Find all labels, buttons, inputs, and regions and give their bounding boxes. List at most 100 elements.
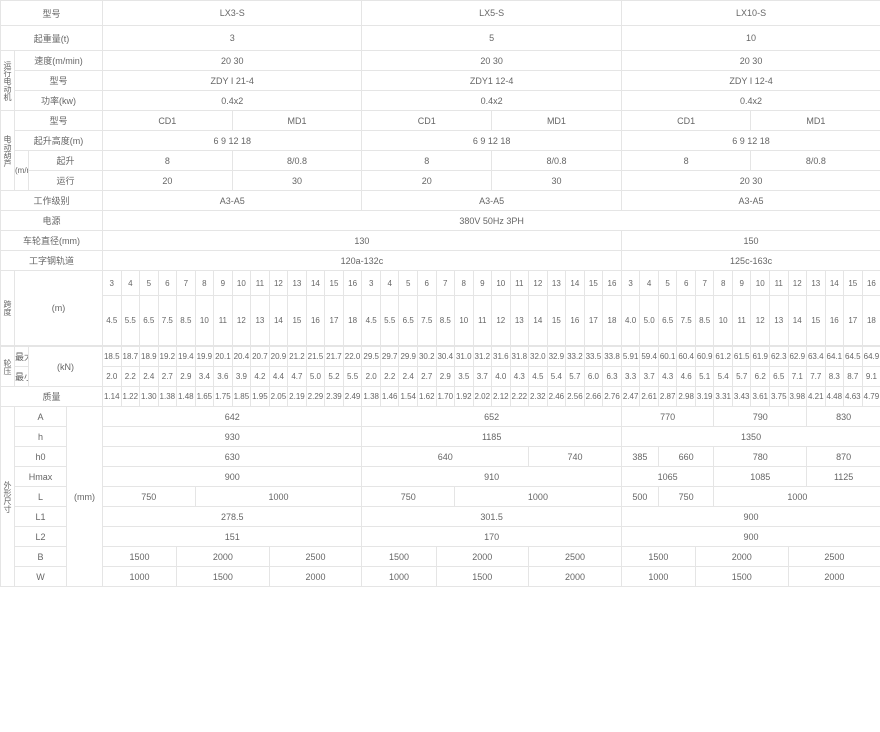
cell-wheelMax-21: 31.6 bbox=[492, 347, 511, 367]
cell-craneLen-37: 14 bbox=[788, 296, 807, 346]
span-hdr-37: 12 bbox=[788, 271, 807, 296]
cell-wheelMax-18: 30.4 bbox=[436, 347, 455, 367]
cell-wheelMin-17: 2.7 bbox=[417, 367, 436, 387]
cell-mass-20: 2.02 bbox=[473, 387, 492, 407]
cell-craneLen-23: 14 bbox=[529, 296, 548, 346]
cell-wheelMin-23: 4.5 bbox=[529, 367, 548, 387]
cell-craneLen-20: 11 bbox=[473, 296, 492, 346]
cell-wheelMax-7: 20.4 bbox=[232, 347, 251, 367]
span-hdr-18: 7 bbox=[436, 271, 455, 296]
span-hdr-39: 14 bbox=[825, 271, 844, 296]
cell-mass-5: 1.65 bbox=[195, 387, 214, 407]
label-model: 型号 bbox=[1, 1, 103, 26]
label-travel-motor: 运行电动机 bbox=[1, 51, 15, 111]
cell-craneLen-33: 10 bbox=[714, 296, 733, 346]
cell-mass-37: 3.98 bbox=[788, 387, 807, 407]
model-1: LX5-S bbox=[362, 1, 621, 26]
cell-wheelMin-21: 4.0 bbox=[492, 367, 511, 387]
span-hdr-38: 13 bbox=[807, 271, 826, 296]
cell-wheelMax-32: 60.9 bbox=[695, 347, 714, 367]
cell-craneLen-8: 13 bbox=[251, 296, 270, 346]
cell-wheelMin-18: 2.9 bbox=[436, 367, 455, 387]
label-capacity: 起重量(t) bbox=[1, 26, 103, 51]
cell-wheelMax-12: 21.7 bbox=[325, 347, 344, 367]
cell-wheelMax-4: 19.4 bbox=[177, 347, 196, 367]
span-hdr-30: 5 bbox=[658, 271, 677, 296]
cell-wheelMin-39: 8.3 bbox=[825, 367, 844, 387]
cell-wheelMax-40: 64.5 bbox=[844, 347, 863, 367]
cell-wheelMin-38: 7.7 bbox=[807, 367, 826, 387]
cell-wheelMax-15: 29.7 bbox=[380, 347, 399, 367]
span-hdr-12: 15 bbox=[325, 271, 344, 296]
cell-craneLen-38: 15 bbox=[807, 296, 826, 346]
cell-wheelMin-0: 2.0 bbox=[103, 367, 122, 387]
span-hdr-8: 11 bbox=[251, 271, 270, 296]
cell-craneLen-22: 13 bbox=[510, 296, 529, 346]
cell-wheelMax-29: 59.4 bbox=[640, 347, 659, 367]
cell-mass-13: 2.49 bbox=[343, 387, 362, 407]
cell-wheelMin-8: 4.2 bbox=[251, 367, 270, 387]
cell-wheelMax-2: 18.9 bbox=[140, 347, 159, 367]
cell-wheelMax-36: 62.3 bbox=[769, 347, 788, 367]
span-hdr-19: 8 bbox=[455, 271, 474, 296]
cell-wheelMin-6: 3.6 bbox=[214, 367, 233, 387]
span-hdr-31: 6 bbox=[677, 271, 696, 296]
cell-craneLen-41: 18 bbox=[862, 296, 880, 346]
label-motor-model: 型号 bbox=[15, 71, 103, 91]
cell-craneLen-16: 6.5 bbox=[399, 296, 418, 346]
cell-craneLen-34: 11 bbox=[732, 296, 751, 346]
cell-mass-3: 1.38 bbox=[158, 387, 177, 407]
cell-craneLen-29: 5.0 bbox=[640, 296, 659, 346]
cell-wheelMin-12: 5.2 bbox=[325, 367, 344, 387]
span-hdr-7: 10 bbox=[232, 271, 251, 296]
cell-mass-0: 1.14 bbox=[103, 387, 122, 407]
span-hdr-9: 12 bbox=[269, 271, 288, 296]
span-hdr-36: 11 bbox=[769, 271, 788, 296]
span-hdr-10: 13 bbox=[288, 271, 307, 296]
cell-wheelMin-7: 3.9 bbox=[232, 367, 251, 387]
cell-craneLen-24: 15 bbox=[547, 296, 566, 346]
cell-wheelMin-35: 6.2 bbox=[751, 367, 770, 387]
span-hdr-33: 8 bbox=[714, 271, 733, 296]
cell-mass-41: 4.79 bbox=[862, 387, 880, 407]
span-hdr-40: 15 bbox=[844, 271, 863, 296]
cell-mass-29: 2.61 bbox=[640, 387, 659, 407]
cell-craneLen-31: 7.5 bbox=[677, 296, 696, 346]
cell-craneLen-10: 15 bbox=[288, 296, 307, 346]
cell-wheelMax-5: 19.9 bbox=[195, 347, 214, 367]
cell-wheelMin-15: 2.2 bbox=[380, 367, 399, 387]
cell-craneLen-19: 10 bbox=[455, 296, 474, 346]
span-hdr-22: 11 bbox=[510, 271, 529, 296]
span-hdr-2: 5 bbox=[140, 271, 159, 296]
span-hdr-3: 6 bbox=[158, 271, 177, 296]
span-hdr-5: 8 bbox=[195, 271, 214, 296]
cell-mass-27: 2.76 bbox=[603, 387, 622, 407]
cell-craneLen-21: 12 bbox=[492, 296, 511, 346]
cell-wheelMax-22: 31.8 bbox=[510, 347, 529, 367]
cell-craneLen-0: 4.5 bbox=[103, 296, 122, 346]
span-hdr-29: 4 bbox=[640, 271, 659, 296]
cell-wheelMin-4: 2.9 bbox=[177, 367, 196, 387]
cell-craneLen-27: 18 bbox=[603, 296, 622, 346]
cell-wheelMin-34: 5.7 bbox=[732, 367, 751, 387]
cell-wheelMin-25: 5.7 bbox=[566, 367, 585, 387]
cell-mass-7: 1.85 bbox=[232, 387, 251, 407]
cell-mass-35: 3.61 bbox=[751, 387, 770, 407]
cell-wheelMin-32: 5.1 bbox=[695, 367, 714, 387]
cell-wheelMax-8: 20.7 bbox=[251, 347, 270, 367]
cell-mass-9: 2.05 bbox=[269, 387, 288, 407]
cell-wheelMin-3: 2.7 bbox=[158, 367, 177, 387]
cell-wheelMax-25: 33.2 bbox=[566, 347, 585, 367]
cell-craneLen-12: 17 bbox=[325, 296, 344, 346]
cell-mass-6: 1.75 bbox=[214, 387, 233, 407]
cell-wheelMin-11: 5.0 bbox=[306, 367, 325, 387]
cell-mass-2: 1.30 bbox=[140, 387, 159, 407]
label-hoist-group: 电动葫芦 bbox=[1, 111, 15, 191]
cell-wheelMax-27: 33.8 bbox=[603, 347, 622, 367]
cell-craneLen-13: 18 bbox=[343, 296, 362, 346]
label-lift-height: 起升高度(m) bbox=[15, 131, 103, 151]
cell-mass-19: 1.92 bbox=[455, 387, 474, 407]
cell-mass-17: 1.62 bbox=[417, 387, 436, 407]
label-work-class: 工作级别 bbox=[1, 191, 103, 211]
cell-mass-30: 2.87 bbox=[658, 387, 677, 407]
